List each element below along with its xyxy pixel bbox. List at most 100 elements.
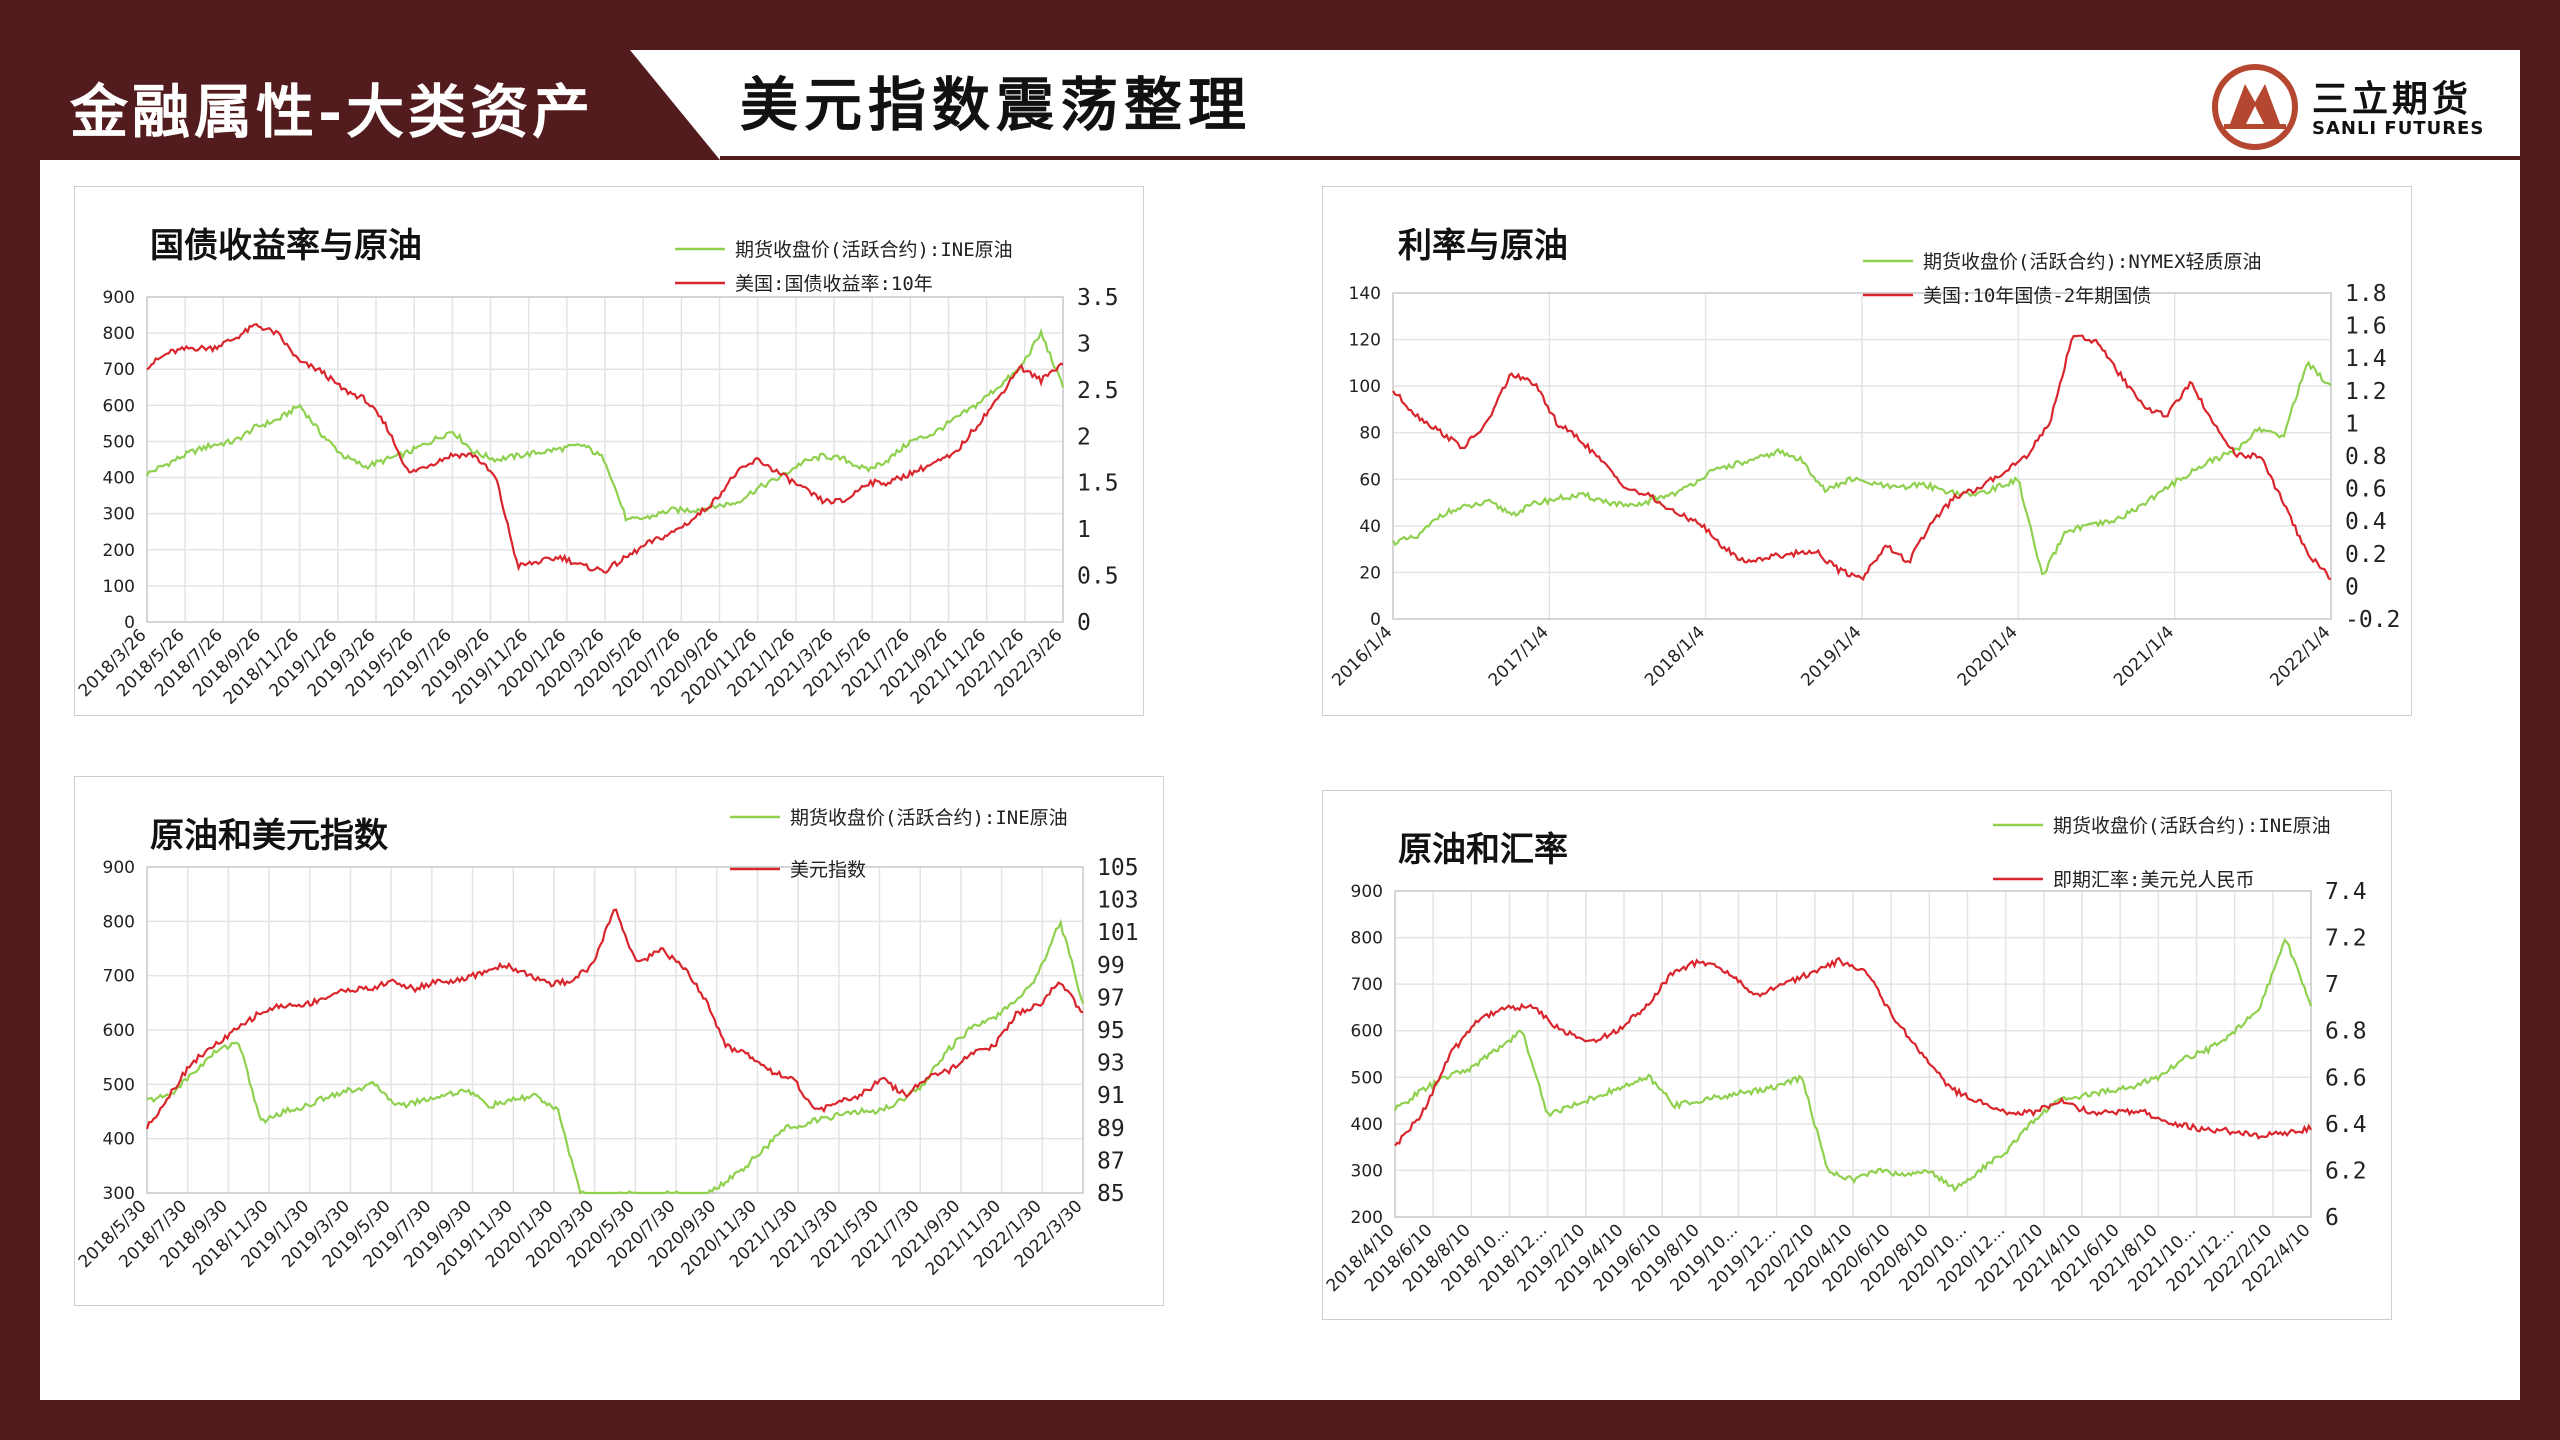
y-right-tick: 1.8 [2345, 281, 2387, 307]
y-right-tick: 95 [1097, 1018, 1125, 1044]
x-tick: 2019/1/4 [1797, 622, 1865, 690]
y-left-tick: 60 [1359, 470, 1381, 490]
y-right-tick: 103 [1097, 888, 1139, 914]
y-right-tick: 0 [2345, 574, 2359, 600]
plot-frame [1392, 292, 2332, 620]
y-left-tick: 200 [1351, 1208, 1383, 1228]
page-title: 美元指数震荡整理 [740, 71, 1253, 139]
series-line-2 [1392, 334, 2332, 582]
series-line-2 [146, 323, 1064, 574]
y-left-tick: 40 [1359, 517, 1381, 537]
y-left-tick: 900 [1351, 882, 1383, 902]
y-right-tick: 105 [1097, 855, 1139, 881]
y-right-tick: 1.6 [2345, 314, 2387, 340]
series-line-2 [1394, 956, 2312, 1147]
y-right-tick: 7 [2325, 972, 2339, 998]
chart-title: 利率与原油 [1398, 226, 1568, 266]
section-ribbon [40, 50, 720, 160]
y-left-tick: 600 [1351, 1022, 1383, 1042]
y-right-tick: 6.6 [2325, 1065, 2367, 1091]
chart-rate-oil-svg: 利率与原油 0 20 40 60 80 100 120 140 -0.2 0 0.2 0.4 0.6 0.8… [1328, 226, 2400, 691]
plot-frame [1394, 890, 2312, 1218]
chart-oil-dollar-index: 原油和美元指数 300 400 500 600 700 800 900 85 87 89 91 93 95… [74, 776, 1164, 1306]
y-left-tick: 600 [103, 396, 135, 416]
y-left-tick: 800 [103, 912, 135, 932]
y-left-tick: 300 [103, 1184, 135, 1204]
y-left-tick: 900 [103, 288, 135, 308]
y-left-tick: 900 [103, 858, 135, 878]
chart-bond-yield-oil-svg: 国债收益率与原油 0 100 200 300 400 500 600 700 800 900 0 0.5… [75, 226, 1119, 709]
y-left-tick: 100 [1349, 377, 1381, 397]
y-left-tick: 700 [103, 360, 135, 380]
y-right-tick: 1.4 [2345, 346, 2387, 372]
chart-title: 国债收益率与原油 [150, 226, 422, 266]
y-left-tick: 600 [103, 1021, 135, 1041]
legend-label: 美国:10年国债-2年期国债 [1923, 285, 2151, 307]
chart-title: 原油和汇率 [1398, 830, 1568, 870]
y-right-tick: 89 [1097, 1116, 1125, 1142]
section-title: 金融属性-大类资产 [70, 78, 595, 146]
y-left-tick: 400 [103, 1130, 135, 1150]
legend-label: 期货收盘价(活跃合约):NYMEX轻质原油 [1923, 251, 2262, 273]
plot-frame [146, 296, 1064, 623]
series-line-1 [1393, 938, 2313, 1193]
y-right-tick: 91 [1097, 1083, 1125, 1109]
y-right-tick: 6.8 [2325, 1019, 2367, 1045]
y-right-tick: 0.2 [2345, 542, 2387, 568]
y-left-tick: 0 [1370, 610, 1381, 630]
legend-label: 期货收盘价(活跃合约):INE原油 [790, 807, 1068, 829]
x-tick: 2022/1/4 [2266, 622, 2334, 690]
legend-label: 期货收盘价(活跃合约):INE原油 [2053, 815, 2331, 837]
y-left-tick: 500 [103, 1075, 135, 1095]
y-left-tick: 140 [1349, 284, 1381, 304]
series-line-2 [145, 908, 1084, 1130]
legend-label: 美国:国债收益率:10年 [735, 273, 933, 295]
legend-label: 期货收盘价(活跃合约):INE原油 [735, 239, 1013, 261]
y-right-tick: 0.8 [2345, 444, 2387, 470]
y-right-tick: 2 [1077, 424, 1091, 450]
y-left-tick: 400 [103, 469, 135, 489]
y-left-tick: 700 [1351, 975, 1383, 995]
x-tick: 2017/1/4 [1485, 622, 1553, 690]
chart-oil-fx: 原油和汇率 200 300 400 500 600 700 800 900 6 6.2 6.4 6.6 6… [1322, 790, 2392, 1320]
y-right-tick: 87 [1097, 1148, 1125, 1174]
y-left-tick: 800 [1351, 929, 1383, 949]
y-right-tick: 1.2 [2345, 379, 2387, 405]
y-right-tick: 0.5 [1077, 564, 1119, 590]
y-left-tick: 500 [1351, 1068, 1383, 1088]
y-right-tick: 7.2 [2325, 926, 2367, 952]
series-line-1 [1392, 360, 2332, 576]
x-tick: 2020/1/4 [1954, 622, 2022, 690]
y-right-tick: 6.4 [2325, 1112, 2367, 1138]
y-left-tick: 120 [1349, 331, 1381, 351]
chart-oil-fx-svg: 原油和汇率 200 300 400 500 600 700 800 900 6 6.2 6.4 6.6 6… [1323, 815, 2367, 1296]
y-right-tick: 85 [1097, 1181, 1125, 1207]
logo-subtitle: SANLI FUTURES [2312, 118, 2485, 139]
logo-name: 三立期货 [2312, 79, 2473, 120]
y-right-tick: 1 [1077, 517, 1091, 543]
y-right-tick: 3 [1077, 331, 1091, 357]
y-right-tick: 0 [1077, 610, 1091, 636]
y-right-tick: 101 [1097, 920, 1139, 946]
y-right-tick: 7.4 [2325, 879, 2367, 905]
series-line-1 [146, 327, 1065, 522]
y-left-tick: 700 [103, 967, 135, 987]
chart-rate-oil: 利率与原油 0 20 40 60 80 100 120 140 -0.2 0 0.2 0.4 0.6 0.8… [1322, 186, 2412, 716]
y-right-tick: 1.5 [1077, 471, 1119, 497]
y-right-tick: -0.2 [2345, 607, 2400, 633]
x-tick: 2016/1/4 [1328, 622, 1396, 690]
y-right-tick: 2.5 [1077, 378, 1119, 404]
legend-label: 即期汇率:美元兑人民币 [2053, 869, 2254, 891]
y-left-tick: 800 [103, 324, 135, 344]
y-left-tick: 500 [103, 432, 135, 452]
y-left-tick: 0 [124, 613, 135, 633]
y-left-tick: 20 [1359, 563, 1381, 583]
y-left-tick: 100 [103, 577, 135, 597]
legend-label: 美元指数 [790, 859, 866, 881]
y-right-tick: 0.4 [2345, 509, 2387, 535]
y-right-tick: 97 [1097, 985, 1125, 1011]
y-left-tick: 300 [1351, 1161, 1383, 1181]
y-right-tick: 99 [1097, 953, 1125, 979]
chart-title: 原油和美元指数 [150, 816, 388, 856]
